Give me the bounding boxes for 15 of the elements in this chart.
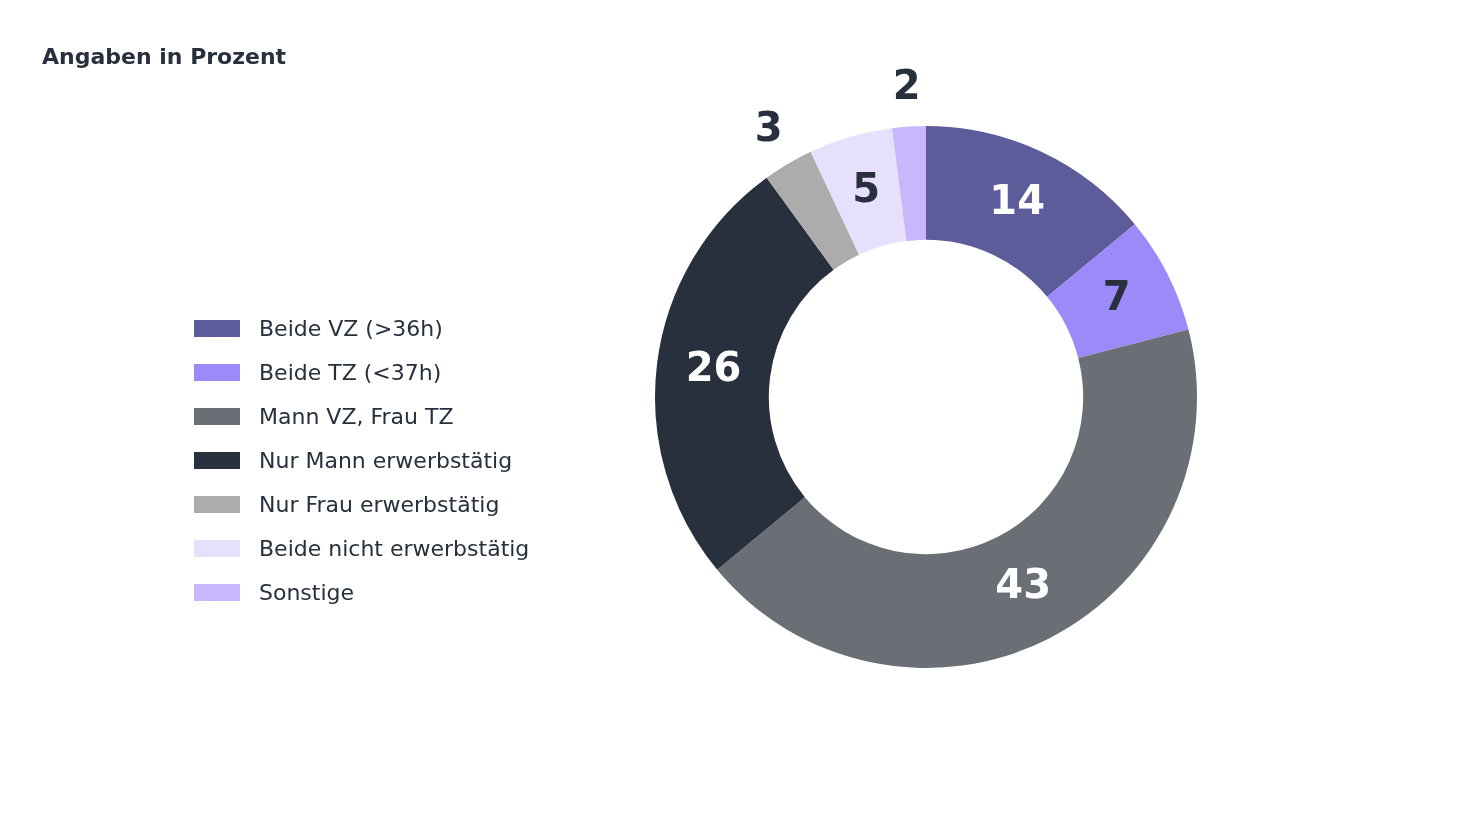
- legend-label: Sonstige: [259, 579, 355, 605]
- data-label: 43: [995, 561, 1052, 608]
- legend-label: Mann VZ, Frau TZ: [259, 403, 454, 429]
- legend-label: Nur Frau erwerbstätig: [259, 491, 500, 517]
- data-label: 3: [754, 104, 783, 151]
- chart-title: Angaben in Prozent: [42, 44, 287, 69]
- legend-label: Beide nicht erwerbstätig: [259, 535, 530, 561]
- legend-label: Beide TZ (<37h): [259, 359, 442, 385]
- data-label: 2: [892, 62, 921, 108]
- legend-label: Nur Mann erwerbstätig: [259, 447, 513, 473]
- data-label: 5: [852, 164, 881, 211]
- data-label: 14: [989, 176, 1045, 223]
- data-label: 7: [1102, 273, 1131, 320]
- legend-label: Beide VZ (>36h): [259, 315, 443, 341]
- data-label: 26: [685, 343, 742, 390]
